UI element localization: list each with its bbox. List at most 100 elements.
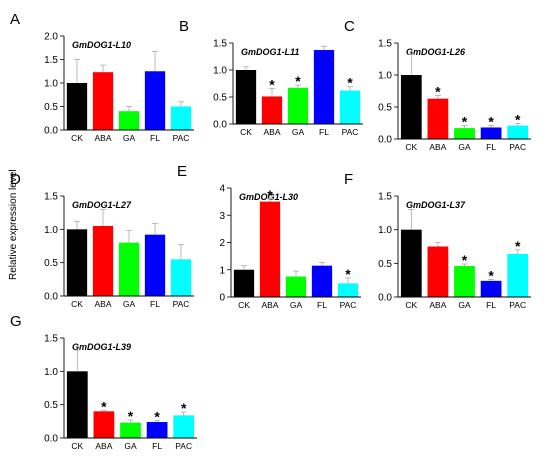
category-label: ABA [94, 133, 111, 143]
bar-fl [480, 280, 502, 297]
significance-star: * [295, 73, 301, 89]
category-label: FL [319, 127, 329, 137]
bar-ck [400, 229, 422, 297]
significance-star: * [345, 266, 351, 282]
significance-star: * [269, 76, 275, 92]
category-label: CK [405, 142, 417, 152]
panel-letter: E [177, 163, 187, 180]
category-label: ABA [263, 127, 280, 137]
significance-star: * [462, 252, 468, 268]
bar-pac [337, 283, 359, 298]
y-tick-label: 4 [219, 184, 225, 195]
bar-aba [259, 201, 281, 298]
panel-title: GmDOG1-L39 [72, 342, 131, 352]
bar-fl [480, 127, 502, 139]
y-tick-label: 0.5 [378, 259, 392, 270]
bar-ck [66, 83, 88, 130]
y-tick-label: 1 [219, 265, 225, 276]
y-tick-label: 1.5 [213, 39, 227, 50]
bar-ga [287, 87, 309, 124]
panel-letter: G [10, 313, 22, 330]
significance-star: * [267, 187, 273, 203]
category-label: ABA [429, 142, 446, 152]
category-label: CK [238, 300, 250, 310]
bar-pac [339, 90, 361, 124]
y-tick-label: 1.0 [44, 225, 58, 236]
y-tick-label: 1.0 [44, 79, 58, 90]
y-tick-label: 0.0 [44, 292, 58, 303]
significance-star: * [154, 409, 160, 425]
y-tick-label: 0.0 [378, 293, 392, 304]
y-tick-label: 2 [219, 238, 225, 249]
y-tick-label: 3 [219, 211, 225, 222]
bar-fl [144, 71, 166, 130]
bar-aba [261, 96, 283, 124]
category-label: ABA [95, 441, 112, 451]
category-label: PAC [509, 300, 526, 310]
y-tick-label: 2.0 [44, 32, 58, 43]
category-label: FL [486, 142, 496, 152]
significance-star: * [128, 408, 134, 424]
category-label: ABA [94, 299, 111, 309]
significance-star: * [435, 83, 441, 99]
category-label: CK [71, 133, 83, 143]
bar-aba [92, 72, 114, 130]
category-label: PAC [342, 127, 359, 137]
bar-ck [66, 371, 88, 438]
y-tick-label: 1.0 [378, 71, 392, 82]
panel-title: GmDOG1-L10 [72, 40, 131, 50]
panel-title: GmDOG1-L30 [239, 192, 298, 202]
significance-star: * [347, 75, 353, 91]
y-tick-label: 1.5 [44, 192, 58, 203]
bar-ga [118, 242, 140, 296]
category-label: PAC [173, 299, 190, 309]
category-label: FL [486, 300, 496, 310]
category-label: PAC [509, 142, 526, 152]
category-label: FL [150, 133, 160, 143]
category-label: GA [124, 441, 137, 451]
bar-ck [66, 229, 88, 296]
y-tick-label: 0.5 [378, 103, 392, 114]
bar-fl [313, 50, 335, 124]
panel-letter: D [10, 171, 21, 188]
y-tick-label: 0 [219, 293, 225, 304]
bar-pac [173, 415, 195, 438]
y-tick-label: 0.0 [44, 434, 58, 445]
category-label: CK [240, 127, 252, 137]
y-tick-label: 0.0 [44, 126, 58, 137]
bar-fl [144, 234, 166, 296]
y-tick-label: 0.5 [44, 102, 58, 113]
bar-ga [118, 111, 140, 130]
category-label: PAC [175, 441, 192, 451]
category-label: ABA [429, 300, 446, 310]
category-label: CK [71, 441, 83, 451]
bar-pac [507, 125, 529, 139]
category-label: GA [292, 127, 305, 137]
bar-aba [427, 98, 449, 139]
panel-letter: B [179, 18, 189, 35]
significance-star: * [515, 112, 521, 128]
bar-ga [285, 276, 307, 297]
bar-ck [400, 75, 422, 139]
significance-star: * [462, 114, 468, 130]
bar-pac [170, 106, 192, 130]
bar-aba [427, 246, 449, 297]
category-label: GA [123, 133, 136, 143]
y-tick-label: 1.5 [378, 192, 392, 203]
category-label: GA [123, 299, 136, 309]
y-tick-label: 0.5 [213, 93, 227, 104]
category-label: FL [317, 300, 327, 310]
panel-letter: A [10, 11, 20, 28]
significance-star: * [488, 114, 494, 130]
y-tick-label: 0.0 [378, 135, 392, 146]
bar-ck [233, 269, 255, 297]
category-label: PAC [173, 133, 190, 143]
category-label: CK [71, 299, 83, 309]
y-tick-label: 1.5 [378, 39, 392, 50]
category-label: GA [458, 300, 471, 310]
bar-pac [507, 253, 529, 297]
y-tick-label: 1.0 [378, 225, 392, 236]
y-tick-label: 0.0 [213, 120, 227, 131]
